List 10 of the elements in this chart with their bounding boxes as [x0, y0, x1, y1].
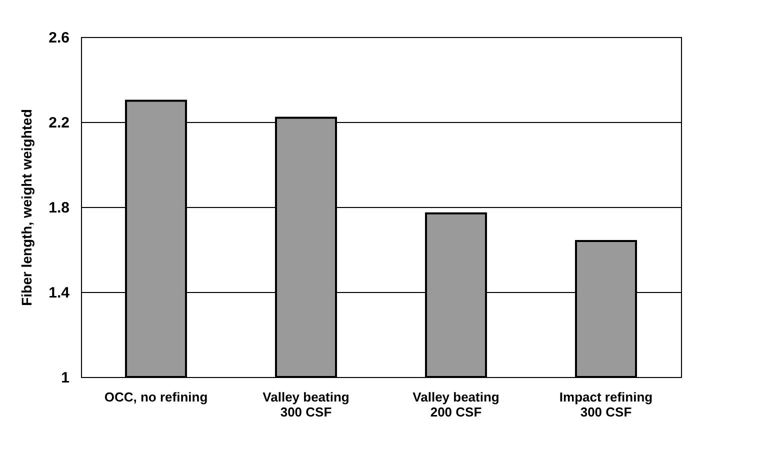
y-axis-title: Fiber length, weight weighted: [18, 109, 35, 306]
y-tick-label: 1: [61, 370, 70, 386]
y-tick-label: 2.6: [48, 30, 70, 46]
x-tick-label: OCC, no refining: [104, 390, 208, 404]
y-tick-label: 1.8: [48, 200, 70, 216]
y-tick-label: 2.2: [48, 114, 70, 132]
x-tick-label: Valley beating 200 CSF: [412, 390, 500, 420]
x-tick-label: Valley beating 300 CSF: [262, 390, 350, 420]
x-tick-label: Impact refining 300 CSF: [559, 390, 653, 420]
y-tick-label: 1.4: [48, 284, 70, 302]
